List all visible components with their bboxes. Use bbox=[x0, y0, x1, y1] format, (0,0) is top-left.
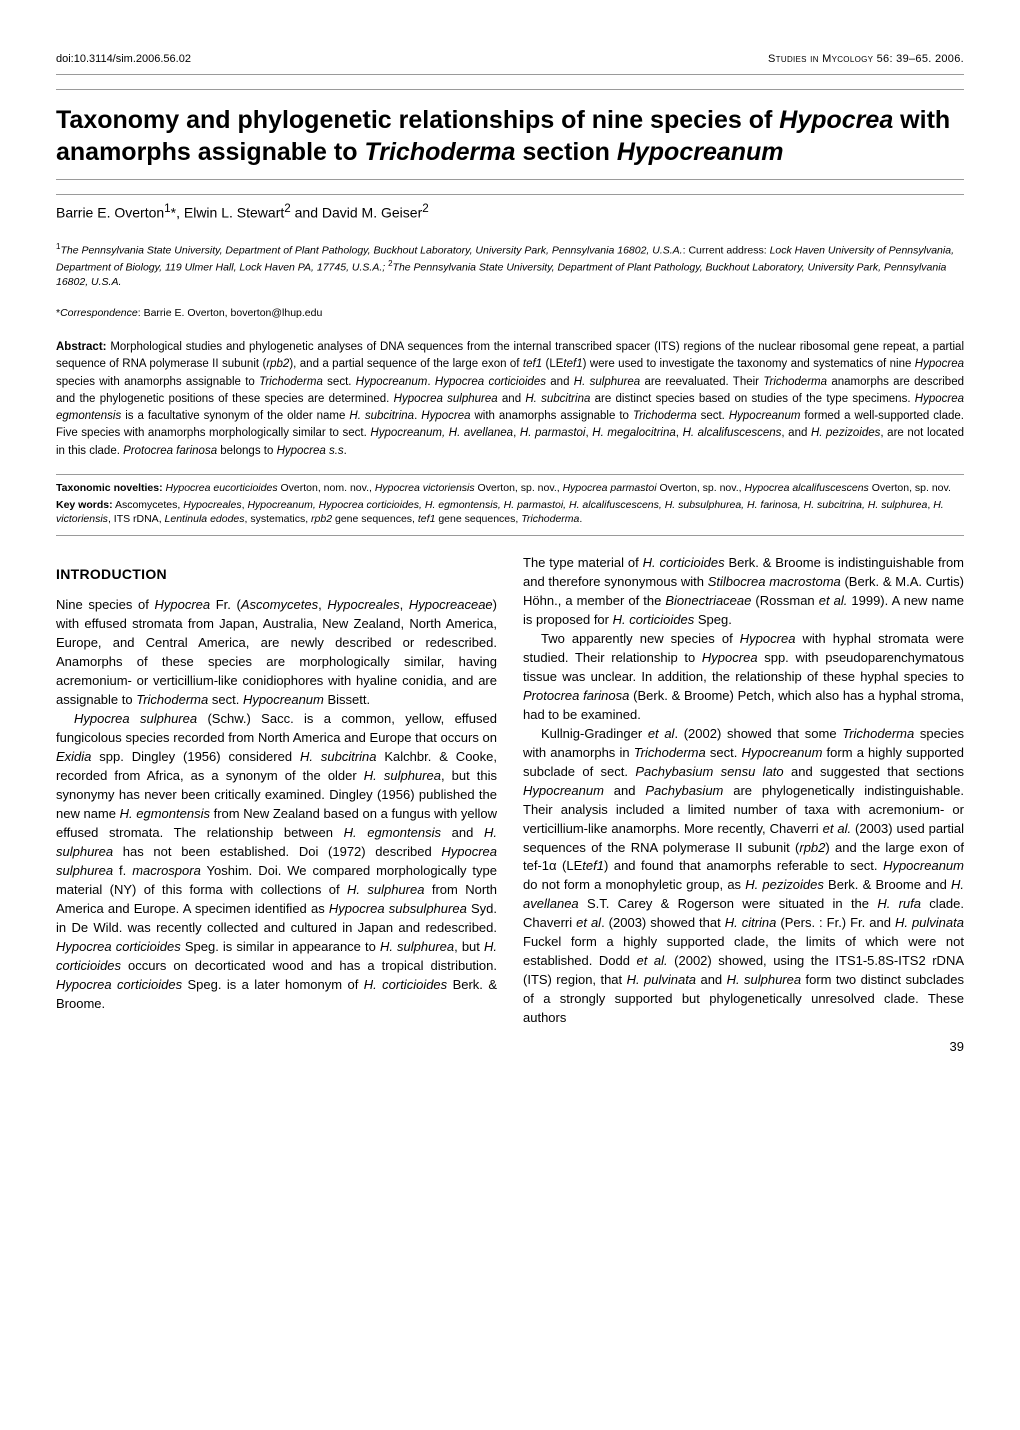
abstract-text: Morphological studies and phylogenetic a… bbox=[56, 341, 964, 457]
abstract-block: Abstract: Morphological studies and phyl… bbox=[56, 339, 964, 460]
rule-below-keywords bbox=[56, 535, 964, 536]
rule-top-2 bbox=[56, 89, 964, 90]
page-root: doi:10.3114/sim.2006.56.02 Studies in My… bbox=[0, 0, 1020, 1087]
abstract-label: Abstract: bbox=[56, 341, 106, 353]
page-number: 39 bbox=[56, 1038, 964, 1057]
intro-paragraph-1: Nine species of Hypocrea Fr. (Ascomycete… bbox=[56, 596, 497, 710]
rule-under-title-2 bbox=[56, 194, 964, 195]
article-title: Taxonomy and phylogenetic relationships … bbox=[56, 104, 964, 169]
keywords-label: Key words: bbox=[56, 499, 113, 511]
intro-paragraph-5: Kullnig-Gradinger et al. (2002) showed t… bbox=[523, 725, 964, 1029]
novelties-text: Hypocrea eucorticioides Overton, nom. no… bbox=[166, 482, 951, 494]
intro-paragraph-4: Two apparently new species of Hypocrea w… bbox=[523, 630, 964, 725]
section-heading-introduction: INTRODUCTION bbox=[56, 564, 497, 584]
keywords-text: Ascomycetes, Hypocreales, Hypocreanum, H… bbox=[56, 499, 944, 526]
key-words: Key words: Ascomycetes, Hypocreales, Hyp… bbox=[56, 498, 964, 527]
rule-above-novelties bbox=[56, 474, 964, 475]
rule-top-1 bbox=[56, 74, 964, 75]
rule-under-title-1 bbox=[56, 179, 964, 180]
running-header: doi:10.3114/sim.2006.56.02 Studies in My… bbox=[56, 52, 964, 68]
correspondence: *Correspondence: Barrie E. Overton, bove… bbox=[56, 306, 964, 321]
novelties-label: Taxonomic novelties: bbox=[56, 482, 163, 494]
affiliations: 1The Pennsylvania State University, Depa… bbox=[56, 241, 964, 290]
intro-paragraph-2: Hypocrea sulphurea (Schw.) Sacc. is a co… bbox=[56, 710, 497, 1014]
taxonomic-novelties: Taxonomic novelties: Hypocrea eucorticio… bbox=[56, 481, 964, 496]
body-columns: INTRODUCTION Nine species of Hypocrea Fr… bbox=[56, 554, 964, 1028]
author-line: Barrie E. Overton1*, Elwin L. Stewart2 a… bbox=[56, 201, 964, 223]
journal-reference: Studies in Mycology 56: 39–65. 2006. bbox=[768, 52, 964, 68]
intro-paragraph-3: The type material of H. corticioides Ber… bbox=[523, 554, 964, 630]
doi-text: doi:10.3114/sim.2006.56.02 bbox=[56, 52, 191, 68]
